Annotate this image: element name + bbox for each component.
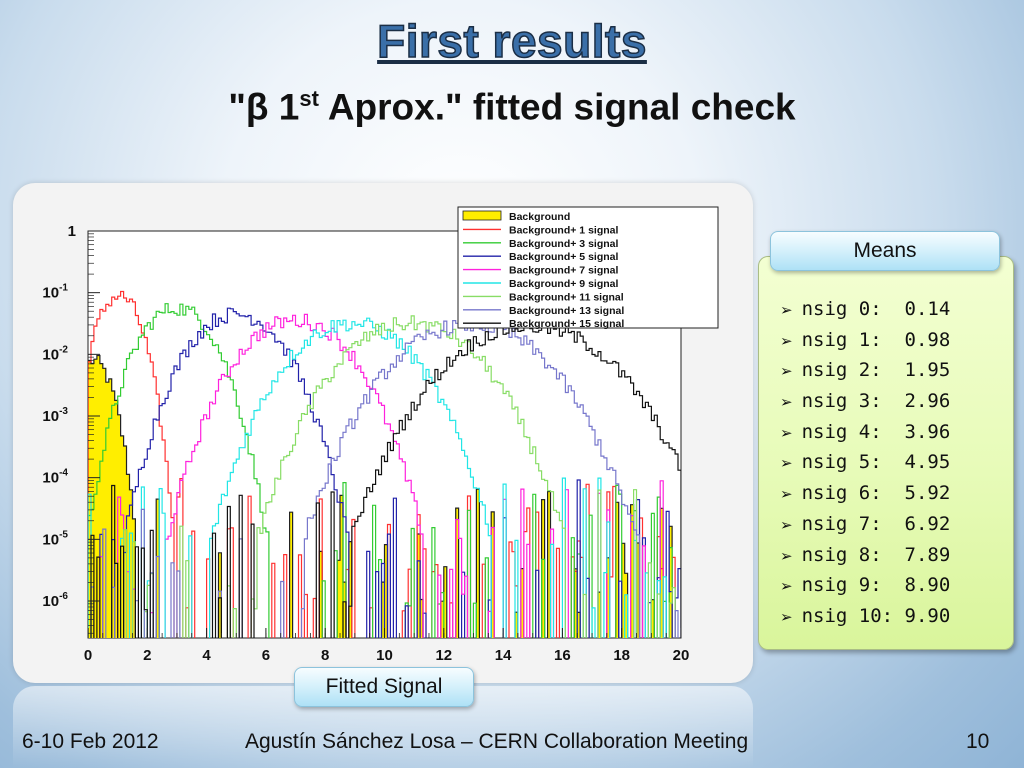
legend-entry: Background+ 1 signal [509,224,618,236]
series-7-histogram [90,317,679,638]
slide-subtitle: "β 1st Aprox." fitted signal check [0,86,1024,128]
legend-entry: Background+ 5 signal [509,251,618,263]
y-tick-label: 1 [68,223,76,240]
bullet-arrow-icon: ➢ [780,423,793,442]
legend-entry: Background+ 3 signal [509,238,618,250]
x-tick-label: 16 [554,647,571,664]
means-item-text: nsig 0: 0.14 [801,298,951,320]
y-tick-base: 10 [42,285,59,302]
y-tick-base: 10 [42,593,59,610]
x-tick-label: 8 [321,647,329,664]
means-item: ➢ nsig 7: 6.92 [780,509,950,540]
y-tick-exponent: -6 [59,591,68,602]
x-tick-label: 10 [376,647,393,664]
y-tick-base: 10 [42,408,59,425]
x-tick-label: 14 [495,647,512,664]
y-tick-label: 10-2 [42,344,68,363]
means-item-text: nsig 3: 2.96 [801,390,951,413]
subtitle-rest: Aprox." fitted signal check [318,86,796,128]
y-tick-label: 10-4 [42,468,68,487]
x-tick-label: 0 [84,647,92,664]
legend-entry: Background+ 15 signal [509,318,624,330]
y-tick-label: 10-6 [42,591,68,610]
slide-title: First results [376,14,647,68]
x-tick-label: 20 [673,647,690,664]
means-panel [758,256,1014,650]
means-list: ➢ nsig 0: 0.14 ➢ nsig 1: 0.98 ➢ nsig 2: 1.95 ➢… [780,294,950,632]
histogram-chart: 0 2 4 6 8 10 12 14 16 18 20110-110-210-310-410-510… [42,206,719,664]
footer-date: 6-10 Feb 2012 [22,730,159,753]
page-number: 10 [966,730,990,753]
subtitle-sup: st [299,86,319,111]
subtitle-main: "β 1 [228,86,300,128]
bullet-arrow-icon: ➢ [780,485,793,504]
series-3-histogram [99,307,681,638]
means-item: ➢ nsig 5: 4.95 [780,447,950,478]
means-item: ➢ nsig 1: 0.98 [780,325,950,356]
bullet-arrow-icon: ➢ [780,331,793,350]
legend-swatch [462,210,502,221]
legend-entry: Background [509,211,570,223]
histogram-series-group [88,290,681,638]
bullet-arrow-icon: ➢ [780,301,793,319]
y-tick-exponent: -4 [59,468,68,479]
fitted-signal-callout: Fitted Signal [294,667,474,707]
x-tick-label: 2 [143,647,151,664]
means-item: ➢ nsig 6: 5.92 [780,478,950,509]
bullet-arrow-icon: ➢ [780,546,793,565]
means-item: ➢ nsig 0: 0.14 [780,294,950,325]
bullet-arrow-icon: ➢ [780,515,793,534]
means-item-text: nsig 6: 5.92 [801,482,951,505]
means-item: ➢ nsig 4: 3.96 [780,417,950,448]
means-header: Means [770,231,1000,271]
series-0-histogram [88,354,673,638]
means-item-text: nsig 9: 8.90 [801,574,951,597]
means-item-text: nsig 8: 7.89 [801,543,951,566]
means-item-text: nsig 10: 9.90 [801,604,951,627]
y-tick-base: 10 [42,346,59,363]
bullet-arrow-icon: ➢ [780,393,793,412]
means-item: ➢ nsig 10: 9.90 [780,601,950,632]
means-item: ➢ nsig 9: 8.90 [780,570,950,601]
legend-box [457,206,719,329]
x-tick-label: 6 [262,647,270,664]
bullet-arrow-icon: ➢ [780,577,793,596]
y-tick-label: 10-1 [42,283,68,302]
y-tick-label: 10-5 [42,529,68,548]
series-4-histogram [99,313,664,638]
means-item-text: nsig 5: 4.95 [801,451,951,474]
y-tick-base: 10 [42,531,59,548]
y-tick-base: 10 [42,470,59,487]
y-tick-exponent: -5 [59,529,68,540]
x-tick-label: 4 [202,647,211,664]
bullet-arrow-icon: ➢ [780,362,793,381]
series-6-histogram [123,315,676,638]
footer-center: Agustín Sánchez Losa – CERN Collaboratio… [245,730,749,753]
x-tick-label: 18 [613,647,630,664]
means-item: ➢ nsig 2: 1.95 [780,355,950,386]
means-item-text: nsig 4: 3.96 [801,420,951,443]
means-item-text: nsig 1: 0.98 [801,328,951,351]
y-tick-exponent: -1 [59,283,68,294]
means-item-text: nsig 2: 1.95 [801,359,951,382]
y-tick-base: 1 [68,223,76,240]
legend-entry: Background+ 9 signal [509,278,618,290]
y-tick-exponent: -3 [59,406,68,417]
legend-entry: Background+ 11 signal [509,291,624,303]
means-item-text: nsig 7: 6.92 [801,512,951,535]
legend-entry: Background+ 7 signal [509,265,618,277]
x-tick-label: 12 [435,647,452,664]
y-tick-label: 10-3 [42,406,68,425]
bullet-arrow-icon: ➢ [780,454,793,473]
legend-entry: Background+ 13 signal [509,305,624,317]
means-item: ➢ nsig 3: 2.96 [780,386,950,417]
y-tick-exponent: -2 [59,344,68,355]
means-item: ➢ nsig 8: 7.89 [780,540,950,571]
series-8-histogram [90,319,681,638]
bullet-arrow-icon: ➢ [780,607,793,626]
